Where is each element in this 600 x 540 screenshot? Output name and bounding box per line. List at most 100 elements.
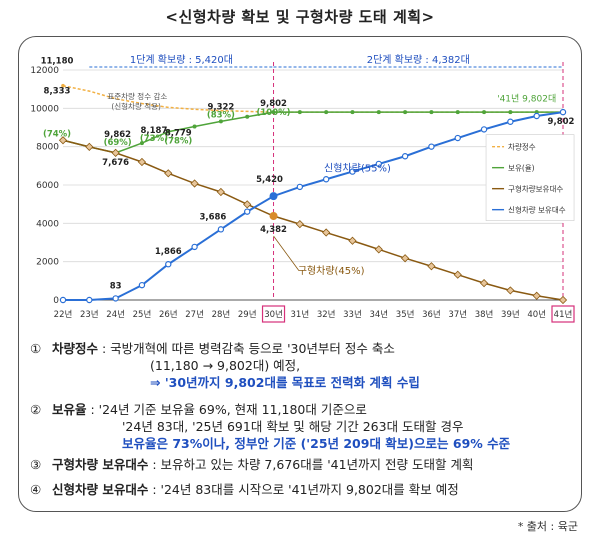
note-1-line-2: (11,180 → 9,802대) 예정,	[150, 358, 301, 373]
x-tick-label: 32년	[317, 309, 336, 320]
note-4-line-1: : '24년 83대를 시작으로 '41년까지 9,802대를 확보 예정	[152, 482, 459, 497]
x-tick-label: 26년	[159, 309, 178, 320]
x-tick-label: 38년	[475, 309, 494, 320]
note-2-cont: '24년 83대, '25년 691대 확보 및 해당 기간 263대 도태할 …	[30, 418, 585, 435]
notes-section: ① 차량정수 : 국방개혁에 따른 병력감축 등으로 '30년부터 정수 축소 …	[30, 340, 585, 498]
legend-label-ratio: 보유(율)	[508, 164, 535, 173]
series-line-ratio	[62, 111, 563, 154]
y-tick-label: 6000	[36, 181, 59, 191]
data-point-ratio	[508, 110, 513, 115]
data-point-new	[165, 261, 172, 268]
data-point-old	[216, 187, 225, 197]
note-2-highlight: 보유율은 73%이나, 정부안 기준 ('25년 209대 확보)으로는 69%…	[122, 436, 511, 451]
data-label: (83%)	[207, 110, 235, 120]
point-new-30	[269, 192, 278, 201]
y-tick-label: 0	[53, 296, 59, 306]
data-point-new	[112, 295, 119, 302]
note-3-heading: 구형차량 보유대수	[51, 457, 149, 472]
phase1-label: 1단계 확보량 : 5,420대	[130, 54, 233, 66]
data-label: 5,420	[256, 175, 283, 185]
vehicle-plan-chart: 0 2000 4000 6000 8000 10000 12000 22년 23년 24년 25년 2…	[30, 54, 575, 323]
data-point-old	[348, 236, 357, 245]
note-4: ④ 신형차량 보유대수 : '24년 83대를 시작으로 '41년까지 9,80…	[30, 481, 585, 498]
phase2-label: 2단계 확보량 : 4,382대	[367, 54, 470, 66]
y-tick-label: 4000	[36, 219, 59, 229]
x-tick-label: 28년	[212, 309, 231, 320]
x-tick-label: 27년	[185, 309, 204, 320]
legend-label-new: 신형차량 보유대수	[508, 206, 566, 215]
x-tick-label: 40년	[527, 309, 546, 320]
note-2: ② 보유율 : '24년 기준 보유율 69%, 현재 11,180대 기준으로	[30, 401, 585, 418]
data-point-new	[454, 134, 461, 142]
data-point-new	[244, 208, 251, 215]
data-point-ratio	[139, 141, 144, 146]
note-3: ③ 구형차량 보유대수 : 보유하고 있는 차량 7,676대를 '41년까지 …	[30, 456, 585, 473]
content-frame	[18, 36, 582, 512]
data-point-old	[190, 179, 199, 188]
data-label: (100%)	[257, 108, 291, 118]
data-label: 4,382	[260, 225, 287, 235]
data-point-new	[191, 243, 198, 251]
data-point-old	[401, 254, 410, 263]
data-point-old	[58, 136, 68, 145]
data-point-new	[428, 143, 435, 150]
note-1-heading: 차량정수	[51, 341, 98, 356]
data-point-old	[374, 245, 383, 254]
note-1-number: ①	[30, 341, 42, 356]
data-point-ratio	[192, 124, 197, 129]
data-point-new	[480, 126, 488, 133]
note-4-number: ④	[30, 482, 42, 497]
y-tick-label: 10000	[30, 104, 59, 114]
x-tick-label: 29년	[238, 309, 257, 320]
x-tick-label: 35년	[396, 309, 415, 320]
data-label: (69%)	[104, 138, 132, 148]
point-old-30	[269, 212, 278, 221]
data-point-new	[296, 183, 304, 191]
data-point-ratio	[482, 110, 487, 115]
source-note: * 출처 : 육군	[517, 520, 578, 533]
x-tick-label: 41년	[554, 309, 573, 320]
old-series-label: 구형차량(45%)	[298, 265, 365, 277]
data-label: 83	[110, 281, 122, 291]
data-point-new	[86, 296, 93, 304]
note-2-heading: 보유율	[51, 402, 87, 417]
data-label: 9,802	[548, 117, 575, 127]
legend-label-old: 구형차량보유대수	[508, 185, 563, 194]
data-point-new	[59, 296, 67, 304]
note-1-highlight: ⇒ '30년까지 9,802대를 목표로 전력화 계획 수립	[150, 375, 420, 390]
data-point-old	[295, 219, 304, 229]
data-point-old	[111, 148, 120, 157]
data-point-new	[533, 112, 540, 120]
data-label: (78%)	[164, 137, 192, 147]
quota-note: 표준차량 정수 감소	[107, 91, 167, 101]
data-label: 3,686	[199, 212, 226, 222]
new-series-label: 신형차량(55%)	[324, 163, 391, 175]
x-tick-label: 31년	[291, 309, 310, 320]
data-label: 11,180	[41, 57, 74, 67]
note-2-line-2: '24년 83대, '25년 691대 확보 및 해당 기간 263대 도태할 …	[122, 419, 464, 434]
legend-box	[485, 134, 575, 221]
y-tick-label: 8000	[36, 143, 59, 153]
note-4-heading: 신형차량 보유대수	[51, 482, 149, 497]
data-point-ratio	[429, 110, 434, 115]
note-1-cont: (11,180 → 9,802대) 예정,	[30, 357, 585, 374]
data-point-new	[507, 118, 514, 125]
data-point-ratio	[455, 110, 460, 115]
data-label: 1,866	[155, 247, 182, 257]
y-tick-label: 2000	[36, 258, 59, 268]
data-label: 8,333	[44, 87, 71, 97]
legend-label-quota: 차량정수	[508, 142, 536, 152]
highlight-box	[551, 305, 575, 323]
old-label-leader	[273, 235, 299, 271]
x-tick-label: 39년	[501, 309, 520, 320]
data-point-old	[164, 169, 173, 178]
data-point-new	[322, 176, 330, 183]
data-point-new	[375, 160, 382, 168]
data-point-old	[427, 262, 436, 271]
data-point-ratio	[350, 110, 355, 115]
series-line-new	[63, 111, 564, 301]
x-tick-label: 37년	[448, 309, 467, 320]
data-point-ratio	[376, 110, 381, 115]
page-title: <신형차량 확보 및 구형차량 도태 계획>	[165, 8, 435, 26]
series-line-old	[62, 139, 564, 301]
